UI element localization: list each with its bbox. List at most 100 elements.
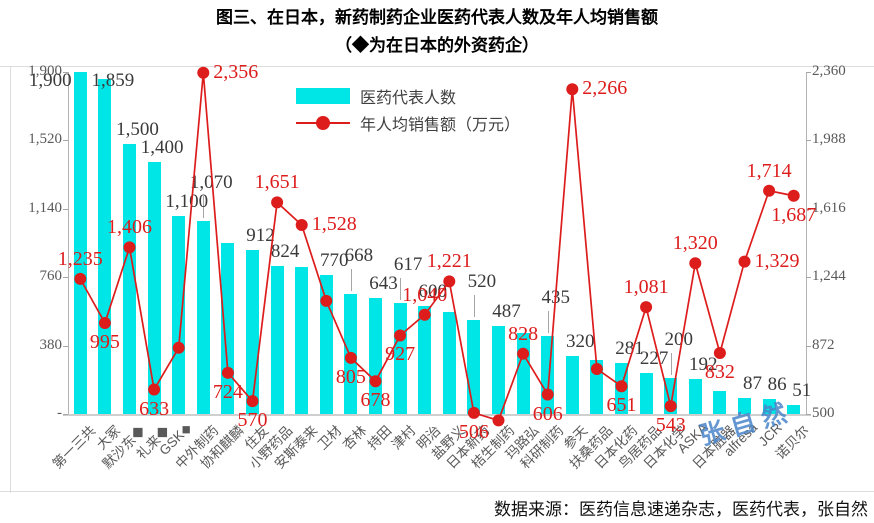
bar [196, 221, 210, 414]
line-point [689, 257, 702, 270]
bar-value-label: 520 [467, 271, 497, 293]
bar-label-leader-line [547, 310, 549, 333]
left-axis-tick-mark [63, 140, 68, 142]
bar [590, 360, 604, 414]
legend-row-bar: 医药代表人数 [296, 82, 520, 109]
bar-value-label: 435 [541, 286, 570, 308]
bar [565, 356, 579, 414]
line-value-label: 1,528 [311, 212, 357, 235]
bar-value-label: 617 [393, 253, 423, 275]
line-point [787, 189, 800, 202]
bar [147, 162, 161, 414]
chart-title: 图三、在日本，新药制药企业医药代表人数及年人均销售额 （◆为在日本的外资药企） [0, 4, 874, 60]
bar-value-label: 1,900 [28, 70, 72, 91]
bar-value-label: 200 [664, 329, 693, 350]
right-axis-tick-label: 2,360 [812, 63, 846, 79]
chart-title-line2: （◆为在日本的外资药企） [335, 36, 539, 55]
right-axis-tick-label: 872 [812, 336, 835, 353]
line-point [640, 301, 653, 314]
bar-label-leader-line [473, 295, 475, 318]
right-axis-line [806, 72, 807, 414]
line-value-label: 570 [237, 409, 268, 432]
left-axis-tick-label: 380 [39, 336, 63, 353]
line-value-label: 1,714 [746, 159, 792, 182]
bar [492, 326, 505, 414]
legend-row-line: 年人均销售额（万元） [296, 109, 520, 136]
line-legend-label: 年人均销售额（万元） [360, 116, 521, 134]
line-value-label: 1,040 [402, 283, 448, 306]
line-value-label: 995 [89, 330, 120, 353]
bar-value-label: 51 [792, 379, 812, 401]
bar [295, 267, 309, 414]
line-value-label: 1,687 [771, 203, 817, 226]
data-source-note: 数据来源：医药信息速递杂志，医药代表，张自然 [494, 500, 868, 519]
right-axis-tick-mark [806, 277, 811, 279]
left-axis-tick-label: 1,140 [28, 199, 62, 216]
bar [442, 312, 456, 414]
left-axis-tick-label: 1,520 [28, 131, 62, 148]
bar-value-label: 1,070 [189, 172, 233, 194]
bar [664, 378, 678, 414]
chart-legend: 医药代表人数 年人均销售额（万元） [296, 82, 520, 136]
bar-value-label: 824 [270, 240, 300, 262]
left-axis-tick-mark [63, 277, 68, 279]
line-point [295, 218, 308, 231]
bar [172, 216, 186, 414]
x-axis-category-label: 第一三共 [49, 422, 99, 472]
bar [270, 265, 284, 414]
bar-value-label: 1,400 [140, 137, 184, 158]
right-axis-tick-mark [806, 140, 811, 142]
right-axis-tick-mark [806, 414, 811, 415]
line-value-label: 606 [532, 402, 563, 425]
right-axis-tick-label: 1,244 [812, 268, 846, 285]
bar-value-label: 643 [369, 273, 398, 295]
bottom-border-line [0, 491, 874, 492]
line-value-label: 2,266 [582, 77, 628, 100]
right-axis-tick-label: 500 [812, 405, 835, 421]
line-value-label: 633 [139, 397, 170, 420]
left-axis-tick-label: 1,900 [28, 63, 62, 79]
bar-label-leader-line [350, 268, 352, 291]
bar [319, 275, 333, 414]
bar [344, 293, 358, 414]
bar [123, 144, 136, 414]
bar-value-label: 487 [492, 301, 521, 323]
bar [98, 79, 112, 414]
line-value-label: 724 [212, 380, 243, 403]
line-value-label: 832 [704, 360, 735, 383]
bar-value-label: 320 [566, 331, 595, 353]
line-value-label: 1,081 [623, 276, 669, 299]
bar [418, 306, 432, 414]
line-value-label: 828 [508, 322, 539, 345]
line-legend-marker-icon [316, 115, 330, 130]
left-axis-tick-mark [63, 414, 68, 415]
left-axis-tick-mark [63, 208, 68, 210]
line-value-label: 805 [335, 365, 366, 388]
bar-legend-swatch [296, 87, 350, 104]
line-value-label: 1,651 [254, 171, 300, 194]
left-axis-tick-label: 760 [39, 268, 63, 285]
left-border-line [10, 66, 11, 493]
bar [639, 373, 653, 414]
right-axis-tick-label: 1,616 [812, 199, 846, 216]
line-legend-sample [296, 115, 350, 131]
line-value-label: 543 [655, 414, 686, 437]
bar [246, 249, 259, 414]
line-value-label: 1,406 [107, 216, 152, 239]
right-axis-tick-mark [806, 345, 811, 347]
line-value-label: 1,320 [672, 232, 718, 255]
bar-value-label: 1,859 [91, 70, 135, 91]
right-axis-tick-mark [806, 208, 811, 210]
left-axis-line [68, 72, 69, 414]
left-axis-tick-label: - [57, 405, 62, 421]
line-value-label: 1,221 [426, 250, 472, 273]
line-value-label: 678 [360, 389, 391, 412]
bar-value-label: 87 [743, 373, 762, 395]
line-point [738, 255, 751, 268]
line-value-label: 2,356 [213, 60, 259, 83]
left-axis-tick-mark [63, 72, 68, 73]
chart-title-line1: 图三、在日本，新药制药企业医药代表人数及年人均销售额 [216, 8, 658, 27]
line-value-label: 506 [458, 420, 489, 443]
line-value-label: 1,329 [754, 249, 800, 272]
line-point [566, 83, 579, 96]
